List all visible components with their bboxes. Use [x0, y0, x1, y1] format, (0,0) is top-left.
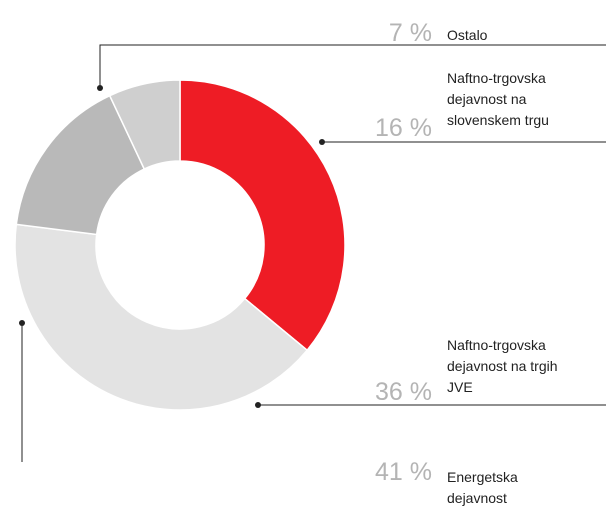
connector	[99, 44, 606, 88]
slice	[179, 79, 346, 352]
category-label: Energetska dejavnost	[447, 469, 518, 506]
category-label: Ostalo	[447, 27, 488, 43]
value-label: 7 %	[388, 19, 432, 47]
slice	[14, 223, 309, 411]
category-label: Naftno-trgovska dejavnost na slovenskem …	[447, 70, 549, 128]
connector-dots	[19, 85, 325, 408]
connectors	[21, 44, 606, 462]
value-label: 41 %	[375, 458, 432, 486]
value-label: 16 %	[375, 114, 432, 142]
category-label: Naftno-trgovska dejavnost na trgih JVE	[447, 337, 558, 395]
dot	[97, 85, 103, 91]
value-label: 36 %	[375, 378, 432, 406]
dot	[319, 139, 325, 145]
donut-chart	[14, 44, 606, 462]
chart: 7 % Ostalo 16 % Naftno-trgovska dejavnost n…	[14, 19, 606, 506]
dot	[255, 402, 261, 408]
slice	[108, 79, 181, 170]
dot	[19, 320, 25, 326]
